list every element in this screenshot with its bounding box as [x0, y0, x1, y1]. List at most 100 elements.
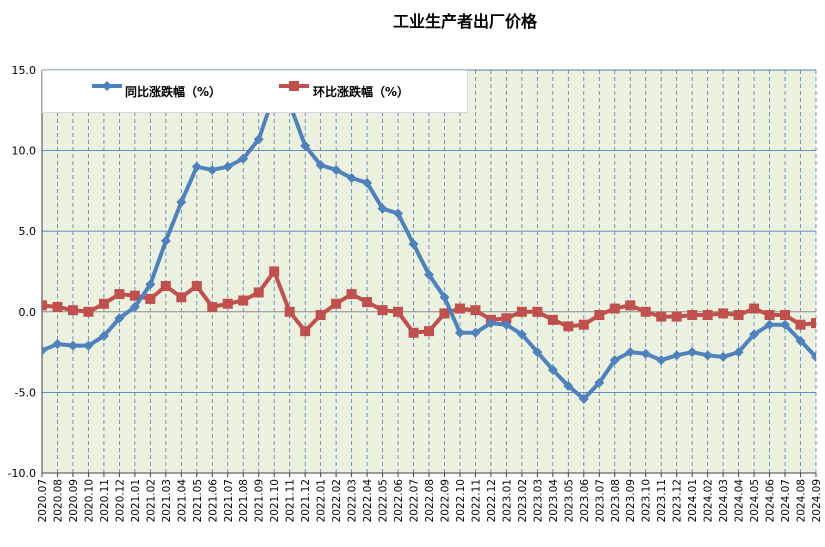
- x-tick-label: 2020.10: [83, 479, 95, 522]
- data-point: [222, 161, 233, 172]
- x-tick-label: 2020.11: [99, 479, 111, 522]
- data-point: [207, 164, 218, 175]
- data-point: [547, 364, 558, 375]
- legend-label-yoy: 同比涨跌幅（%）: [125, 85, 222, 99]
- data-point: [238, 295, 249, 306]
- data-point: [222, 298, 233, 309]
- y-tick-label: -5.0: [15, 386, 36, 399]
- x-tick-label: 2021.09: [254, 479, 266, 522]
- data-point: [578, 319, 589, 330]
- data-point: [532, 347, 543, 358]
- x-tick-label: 2022.03: [347, 479, 359, 522]
- data-point: [749, 303, 760, 314]
- data-point: [424, 326, 434, 337]
- data-point: [718, 351, 729, 362]
- data-point: [83, 306, 94, 317]
- x-tick-label: 2022.06: [393, 479, 405, 523]
- x-tick-label: 2021.11: [285, 479, 297, 522]
- x-tick-label: 2024.01: [687, 479, 699, 522]
- x-tick-label: 2022.05: [378, 479, 390, 522]
- data-point: [253, 134, 264, 145]
- data-point: [733, 310, 744, 321]
- data-point: [470, 305, 481, 316]
- x-tick-label: 2020.12: [114, 479, 126, 522]
- x-tick-label: 2022.09: [439, 479, 451, 522]
- data-point: [516, 329, 527, 340]
- data-point: [625, 347, 636, 358]
- data-point: [609, 355, 620, 366]
- data-point: [238, 153, 249, 164]
- data-point: [191, 161, 202, 172]
- x-tick-label: 2021.02: [145, 479, 157, 522]
- data-point: [547, 314, 558, 325]
- x-tick-label: 2024.08: [796, 479, 808, 522]
- data-point: [98, 298, 109, 309]
- x-tick-label: 2022.01: [316, 479, 328, 522]
- data-point: [780, 310, 791, 321]
- data-point: [609, 303, 620, 314]
- data-point: [362, 177, 373, 188]
- x-tick-label: 2021.08: [238, 479, 250, 522]
- data-point: [207, 301, 218, 312]
- x-tick-label: 2020.09: [68, 479, 80, 522]
- x-tick-label: 2021.07: [223, 479, 235, 522]
- data-point: [811, 318, 816, 329]
- data-point: [331, 164, 342, 175]
- data-point: [671, 350, 682, 361]
- data-point: [764, 310, 775, 321]
- x-tick-label: 2023.09: [625, 479, 637, 522]
- x-tick-label: 2023.02: [517, 479, 529, 522]
- x-tick-label: 2023.01: [501, 479, 513, 522]
- data-point: [346, 289, 357, 300]
- x-tick-label: 2022.08: [424, 479, 436, 522]
- x-tick-label: 2023.05: [563, 479, 575, 522]
- data-point: [83, 340, 94, 351]
- data-point: [284, 306, 295, 317]
- data-point: [516, 306, 527, 317]
- data-point: [315, 310, 326, 321]
- data-point: [129, 301, 140, 312]
- data-point: [408, 239, 419, 250]
- data-point: [424, 269, 434, 280]
- y-tick-label: 5.0: [19, 225, 37, 238]
- series-0: [42, 89, 816, 404]
- chart-title: 工业生产者出厂价格: [392, 12, 537, 31]
- y-tick-label: 0.0: [19, 306, 37, 319]
- y-tick-label: -10.0: [8, 467, 36, 480]
- x-tick-label: 2023.04: [548, 479, 560, 523]
- data-point: [640, 348, 651, 359]
- data-point: [439, 292, 450, 303]
- data-point: [733, 347, 744, 358]
- data-point: [485, 318, 496, 329]
- data-point: [687, 347, 698, 358]
- x-tick-label: 2024.07: [780, 479, 792, 522]
- data-point: [42, 300, 47, 311]
- data-point: [656, 311, 667, 322]
- data-point: [749, 329, 760, 340]
- data-point: [656, 355, 667, 366]
- data-point: [52, 339, 63, 350]
- x-tick-label: 2024.06: [765, 479, 777, 523]
- x-tick-labels: 2020.07 2020.08 2020.09 2020.10 2020.11 2020.…: [37, 479, 823, 523]
- legend-swatch-yoy: [92, 81, 122, 91]
- x-tick-label: 2023.12: [672, 479, 684, 522]
- data-point: [176, 197, 187, 208]
- data-point: [718, 308, 729, 319]
- data-point: [625, 300, 636, 311]
- x-tick-label: 2022.10: [455, 479, 467, 522]
- legend-swatch-mom: [279, 81, 309, 91]
- x-tick-label: 2024.03: [718, 479, 730, 522]
- data-point: [470, 327, 481, 338]
- data-point: [594, 310, 605, 321]
- data-point: [191, 281, 202, 292]
- data-point: [795, 335, 806, 346]
- data-point: [67, 305, 78, 316]
- data-point: [67, 340, 78, 351]
- data-point: [145, 279, 156, 290]
- x-tick-label: 2024.02: [703, 479, 715, 522]
- data-point: [702, 350, 713, 361]
- data-point: [687, 310, 698, 321]
- legend-label-mom: 环比涨跌幅（%）: [313, 85, 410, 99]
- x-tick-label: 2024.05: [749, 479, 761, 522]
- data-point: [331, 298, 342, 309]
